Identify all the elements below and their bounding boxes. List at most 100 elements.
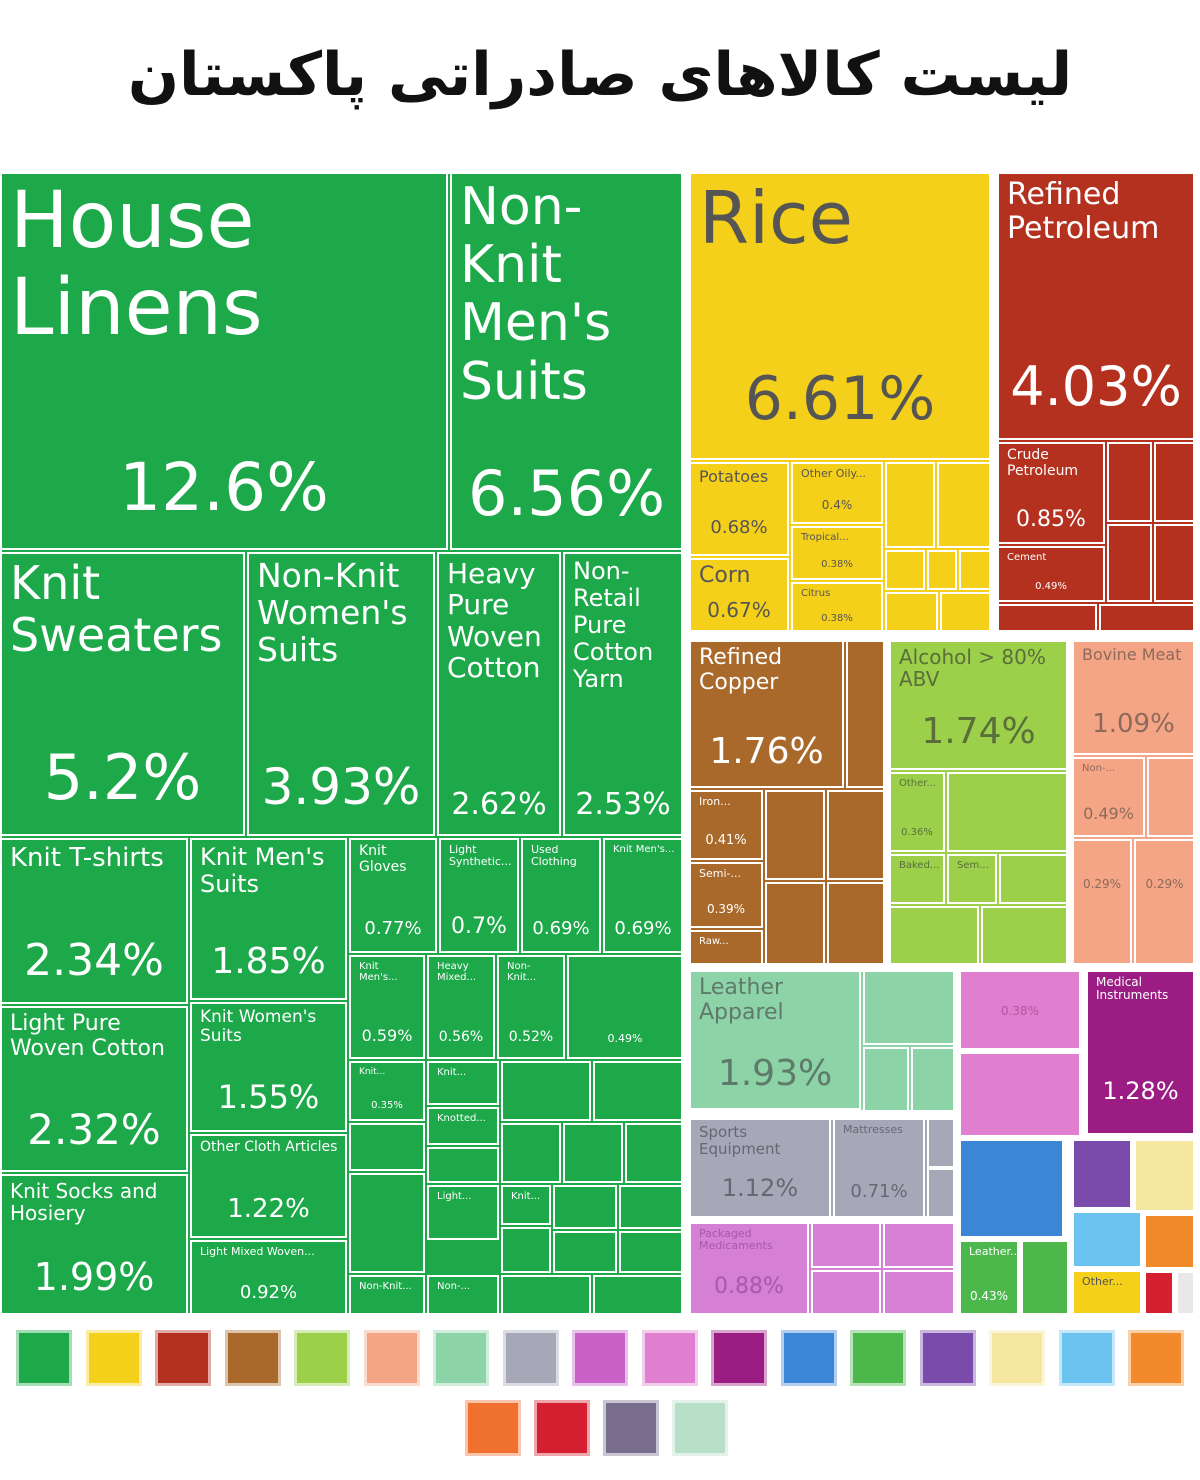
tile-value: 2.34%	[24, 935, 164, 986]
tile: Refined Copper 1.76%	[689, 640, 844, 788]
tile-label: Heavy Pure Woven Cotton	[447, 557, 542, 685]
tile-filler	[1072, 1139, 1132, 1209]
tile: 0.29%	[1072, 839, 1132, 965]
tile-filler	[927, 1168, 955, 1218]
tile-value: 0.67%	[707, 598, 771, 622]
tile-label: House Linens	[10, 176, 263, 354]
tile-filler	[765, 790, 825, 880]
tile-filler	[1147, 757, 1195, 837]
tile: Light Pure Woven Cotton 2.32%	[0, 1006, 188, 1172]
tile-value: 0.43%	[969, 1289, 1009, 1303]
tile-value: 0.59%	[361, 1026, 413, 1045]
tile-filler	[885, 550, 925, 590]
tile-label: Knit Men's...	[359, 961, 398, 984]
category-icon	[534, 1400, 590, 1456]
tile-value: 1.99%	[33, 1255, 155, 1299]
tile-filler	[619, 1231, 683, 1273]
tile-label: Other...	[1082, 1275, 1123, 1288]
tile-filler	[927, 1118, 955, 1168]
tile-label: Knit Men's Suits	[200, 843, 325, 898]
tile-label: Non-Knit...	[507, 961, 537, 984]
category-icon	[224, 1330, 281, 1386]
tile-value: 2.53%	[575, 787, 671, 822]
tile-label: Bovine Meat	[1082, 645, 1182, 664]
category-icon	[1128, 1330, 1184, 1386]
tile-label: Used Clothing	[531, 843, 577, 869]
tile: Knit Men's... 0.59%	[349, 955, 425, 1059]
tile-label: Alcohol > 80% ABV	[899, 645, 1046, 692]
tile-filler	[1144, 1214, 1195, 1269]
tile-label: Non-...	[1082, 763, 1116, 774]
tile-filler	[349, 1173, 425, 1273]
tile-value: 0.7%	[451, 914, 507, 939]
tile-value: 0.38%	[821, 613, 853, 624]
tile-value: 0.41%	[705, 833, 747, 848]
tile-filler	[827, 790, 885, 880]
tile: Raw...	[689, 930, 763, 965]
tile-filler	[501, 1227, 551, 1273]
tile: Corn 0.67%	[689, 558, 789, 632]
tile: Other... 0.36%	[889, 772, 945, 852]
tile: Citrus 0.38%	[791, 582, 883, 632]
tile-filler	[827, 882, 885, 965]
tile-filler	[1021, 1240, 1069, 1315]
tile-label: Other Cloth Articles	[200, 1139, 338, 1155]
tile-label: Non-Knit...	[359, 1281, 412, 1292]
tile-filler	[883, 1270, 955, 1315]
tile-label: Knit Men's...	[613, 844, 675, 855]
category-icon	[989, 1330, 1045, 1386]
tile-label: Knit...	[511, 1191, 541, 1202]
tile-filler	[883, 1222, 955, 1268]
tile-value: 0.56%	[438, 1029, 484, 1045]
tile-value: 3.93%	[261, 758, 421, 816]
tile-filler	[927, 550, 957, 590]
tile: Cement 0.49%	[997, 546, 1105, 602]
tile: Used Clothing 0.69%	[521, 838, 601, 953]
tile-label: Semi-...	[699, 867, 741, 880]
tile-filler	[553, 1231, 617, 1273]
tile-filler	[1176, 1271, 1195, 1315]
tile: Packaged Medicaments 0.88%	[689, 1222, 809, 1315]
tile-filler	[1107, 442, 1152, 522]
tile-label: Other...	[899, 778, 937, 789]
tile-label: Heavy Mixed...	[437, 961, 477, 984]
tile-filler	[1154, 524, 1195, 602]
tile: Leather Apparel 1.93%	[689, 970, 861, 1110]
tile: Alcohol > 80% ABV 1.74%	[889, 640, 1068, 770]
tile-label: Knit Gloves	[359, 843, 407, 875]
tile: Baked...	[889, 854, 945, 904]
tile: Other Cloth Articles 1.22%	[190, 1134, 347, 1238]
category-icon	[294, 1330, 350, 1386]
tile-label: Light Mixed Woven...	[200, 1245, 315, 1258]
tile-value: 0.88%	[714, 1274, 784, 1299]
tile-filler	[885, 462, 935, 548]
tile-value: 0.49%	[1083, 804, 1134, 823]
tile-filler	[427, 1147, 499, 1183]
tile: Other Oily... 0.4%	[791, 462, 883, 524]
tile-label: Crude Petroleum	[1007, 447, 1079, 479]
tile-filler	[937, 462, 991, 548]
tile-label: Non-Retail Pure Cotton Yarn	[573, 557, 654, 693]
tile: Non-Knit... 0.52%	[497, 955, 565, 1059]
tile-filler	[863, 1047, 909, 1112]
tile-filler	[501, 1061, 591, 1121]
tile: 0.49%	[567, 955, 683, 1059]
tile: Non-Knit Women's Suits 3.93%	[247, 552, 435, 836]
tile-label: Mattresses	[843, 1123, 903, 1136]
tile-value: 1.22%	[227, 1194, 310, 1224]
tile-value: 0.35%	[371, 1100, 403, 1111]
tile-label: Non-Knit Women's Suits	[257, 556, 408, 669]
tile: Sem...	[947, 854, 997, 904]
tile: Non-Knit Men's Suits 6.56%	[450, 172, 683, 550]
tile: Non-Knit...	[349, 1275, 425, 1315]
tile-label: Knit Sweaters	[10, 556, 223, 662]
tile-value: 1.09%	[1092, 709, 1175, 739]
tile: Knit Sweaters 5.2%	[0, 552, 245, 836]
tile-filler	[811, 1222, 881, 1268]
tile-value: 1.12%	[721, 1174, 799, 1202]
tile: Light...	[427, 1185, 499, 1240]
tile-value: 1.85%	[211, 941, 326, 982]
tile-filler	[1144, 1271, 1174, 1315]
tile-label: Knit Socks and Hosiery	[10, 1179, 158, 1226]
